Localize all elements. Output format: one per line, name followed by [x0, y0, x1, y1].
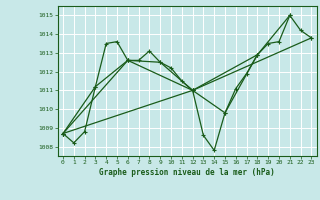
X-axis label: Graphe pression niveau de la mer (hPa): Graphe pression niveau de la mer (hPa) [99, 168, 275, 177]
